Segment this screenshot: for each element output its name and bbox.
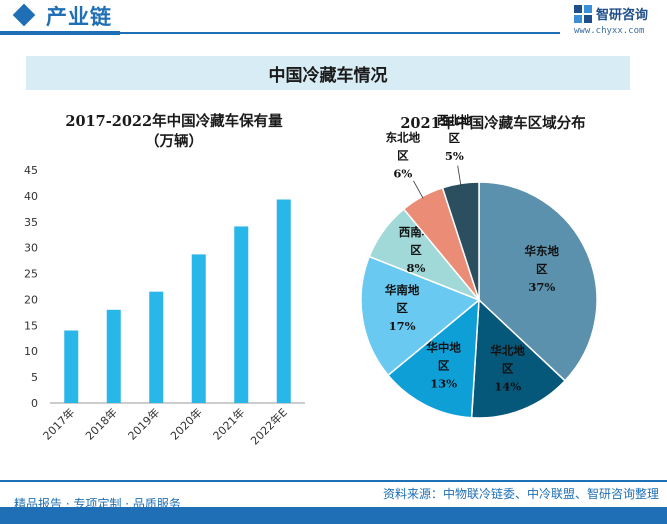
slice-label: 西北地 bbox=[437, 113, 472, 127]
slice-label: 华中地 bbox=[426, 340, 461, 354]
slice-label: 区 bbox=[396, 301, 408, 315]
pie-slice bbox=[360, 255, 481, 377]
bar-chart-title: 2017-2022年中国冷藏车保有量 （万辆） bbox=[28, 112, 320, 152]
slice-label: 区 bbox=[449, 131, 461, 145]
slice-percent: 37% bbox=[528, 280, 555, 294]
y-tick-label: 35 bbox=[24, 216, 38, 229]
slice-label: 区 bbox=[502, 361, 514, 375]
slice-percent: 8% bbox=[407, 261, 426, 275]
y-tick-label: 5 bbox=[31, 371, 38, 384]
bar-chart-subtitle: （万辆） bbox=[145, 133, 203, 150]
y-tick-label: 40 bbox=[24, 190, 38, 203]
pie-slice bbox=[387, 298, 480, 419]
bar bbox=[191, 254, 206, 403]
pie-slice bbox=[478, 181, 598, 382]
slice-label: 区 bbox=[397, 149, 409, 163]
y-tick-label: 10 bbox=[24, 345, 38, 358]
x-tick-label: 2022年E bbox=[247, 405, 289, 447]
leader-line bbox=[413, 180, 424, 199]
leader-line bbox=[457, 165, 462, 186]
logo-mark-icon bbox=[574, 5, 592, 23]
brand-logo: 智研咨询 www.chyxx.com bbox=[574, 4, 664, 38]
slice-label: 区 bbox=[410, 243, 422, 257]
header-divider bbox=[0, 32, 560, 34]
main-title-bar: 中国冷藏车情况 bbox=[26, 56, 630, 90]
slice-label: 区 bbox=[536, 262, 548, 276]
footer-band bbox=[0, 507, 667, 524]
source-note: 资料来源：中物联冷链委、中冷联盟、智研咨询整理 bbox=[382, 487, 659, 501]
slice-label: 区 bbox=[438, 358, 450, 372]
bar bbox=[106, 309, 121, 403]
x-tick-label: 2018年 bbox=[82, 405, 119, 442]
footer-divider bbox=[0, 480, 667, 482]
pie-slice bbox=[470, 298, 567, 419]
logo-url: www.chyxx.com bbox=[574, 26, 645, 36]
bar bbox=[276, 199, 291, 403]
slice-percent: 17% bbox=[389, 319, 416, 333]
main-title: 中国冷藏车情况 bbox=[268, 66, 388, 86]
bar bbox=[149, 291, 164, 403]
slice-label: 华东地 bbox=[525, 244, 560, 258]
bar bbox=[64, 330, 79, 403]
slice-percent: 5% bbox=[445, 149, 464, 163]
x-tick-label: 2020年 bbox=[167, 405, 204, 442]
x-tick-label: 2019年 bbox=[125, 405, 162, 442]
x-tick-label: 2017年 bbox=[40, 405, 77, 442]
diamond-icon bbox=[12, 3, 36, 27]
y-tick-label: 45 bbox=[24, 164, 38, 177]
slice-label: 华北地 bbox=[490, 343, 525, 357]
slice-percent: 13% bbox=[430, 376, 457, 390]
y-tick-label: 0 bbox=[31, 397, 38, 410]
pie-chart-title: 2021年中国冷藏车区域分布 bbox=[400, 115, 586, 132]
y-tick-label: 15 bbox=[24, 319, 38, 332]
y-tick-label: 25 bbox=[24, 268, 38, 281]
x-tick-label: 2021年 bbox=[210, 405, 247, 442]
slice-label: 华南地 bbox=[385, 283, 420, 297]
y-tick-label: 20 bbox=[24, 293, 38, 306]
bar bbox=[234, 226, 249, 403]
bar-chart-title-text: 2017-2022年中国冷藏车保有量 bbox=[65, 113, 283, 130]
header-title: 产业链 bbox=[46, 5, 112, 29]
logo-name: 智研咨询 bbox=[596, 8, 649, 23]
slice-percent: 14% bbox=[494, 379, 521, 393]
slice-label: 东北地 bbox=[386, 131, 421, 145]
pie-chart: 华东地区37%华北地区14%华中地区13%华南地区17%西南地区8%东北地区6%… bbox=[360, 113, 598, 419]
y-tick-label: 30 bbox=[24, 242, 38, 255]
page-header: 产业链 智研咨询 www.chyxx.com bbox=[0, 0, 667, 40]
slice-percent: 6% bbox=[393, 167, 412, 181]
